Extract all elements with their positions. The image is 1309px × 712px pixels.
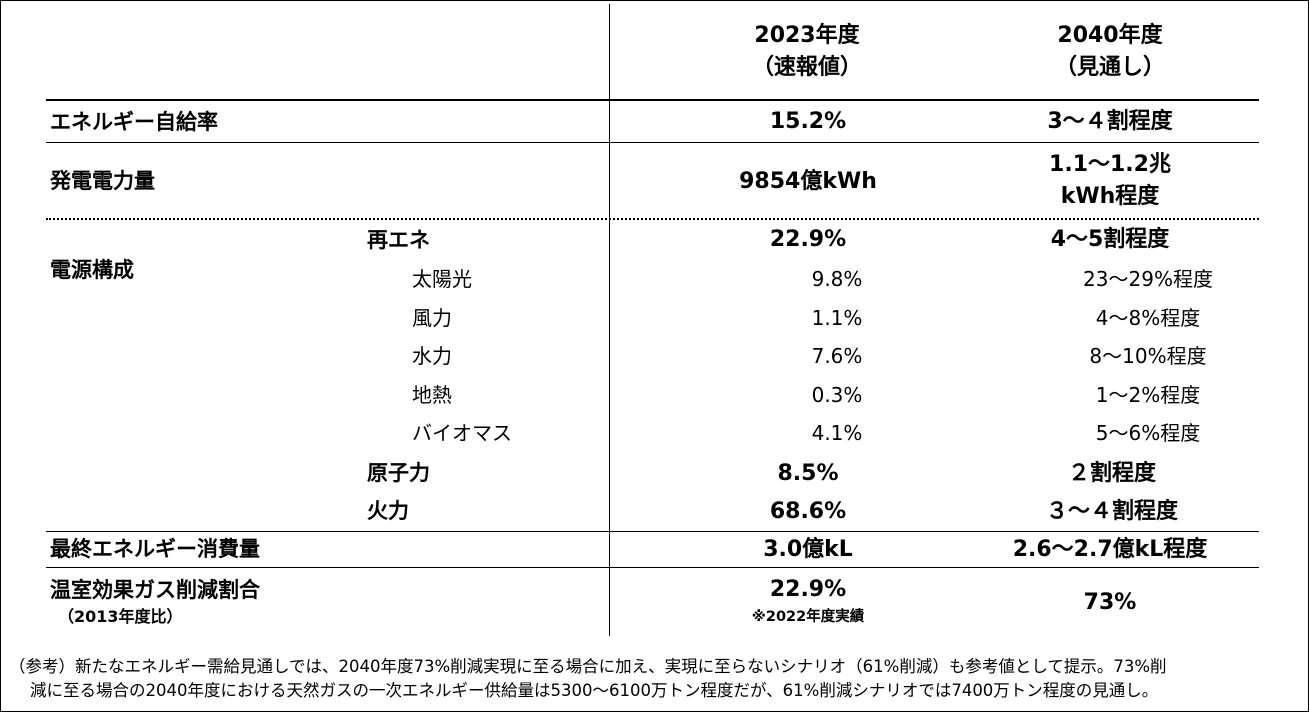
- mix-label-geothermal: 地熱: [412, 383, 452, 407]
- row-label-final-consumption: 最終エネルギー消費量: [50, 537, 260, 561]
- mix-2040-thermal: ３～４割程度: [1045, 499, 1179, 524]
- value-2023-ghg-note: ※2022年度実績: [751, 609, 865, 625]
- mix-2040-biomass: 5～6%程度: [1095, 421, 1201, 445]
- mix-2023-hydro: 7.6%: [811, 344, 863, 368]
- row-divider: [46, 567, 1259, 568]
- mix-2040-wind: 4～8%程度: [1095, 306, 1201, 330]
- mix-label-solar: 太陽光: [412, 267, 472, 291]
- row-label-self-sufficiency: エネルギー自給率: [50, 110, 218, 134]
- value-2040-final-consumption: 2.6～2.7億kL程度: [1012, 537, 1208, 562]
- header-2023-note: （速報値）: [751, 55, 863, 80]
- footnote-line-1: （参考）新たなエネルギー需給見通しでは、2040年度73%削減実現に至る場合に加…: [9, 657, 1167, 676]
- mix-label-biomass: バイオマス: [412, 421, 512, 445]
- mix-2040-solar: 23～29%程度: [1083, 267, 1213, 291]
- header-2023-year: 2023年度: [754, 23, 860, 48]
- mix-2023-biomass: 4.1%: [811, 421, 863, 445]
- column-divider: [609, 4, 610, 636]
- value-2040-self-sufficiency: 3～４割程度: [1047, 109, 1173, 134]
- value-2023-generation: 9854億kWh: [739, 169, 877, 194]
- mix-2040-hydro: 8～10%程度: [1089, 344, 1207, 368]
- mix-label-renewables: 再エネ: [367, 228, 430, 252]
- mix-label-hydro: 水力: [412, 344, 452, 368]
- value-2040-ghg-reduction: 73%: [1083, 590, 1137, 615]
- mix-2023-nuclear: 8.5%: [777, 461, 839, 486]
- mix-2023-solar: 9.8%: [811, 267, 863, 291]
- value-2040-generation-line1: 1.1～1.2兆: [1049, 152, 1171, 177]
- value-2023-self-sufficiency: 15.2%: [769, 109, 847, 134]
- row-divider: [46, 142, 1259, 143]
- row-divider: [46, 531, 1259, 532]
- row-label-ghg-reduction: 温室効果ガス削減割合: [50, 578, 260, 602]
- value-2023-ghg-reduction: 22.9%: [769, 577, 847, 602]
- mix-2023-wind: 1.1%: [811, 306, 863, 330]
- mix-2040-renewables: 4～5割程度: [1050, 227, 1170, 252]
- footnote-line-2: 減に至る場合の2040年度における天然ガスの一次エネルギー供給量は5300～61…: [30, 681, 1159, 700]
- header-2040-year: 2040年度: [1057, 23, 1163, 48]
- value-2023-final-consumption: 3.0億kL: [763, 537, 853, 562]
- mix-2040-nuclear: ２割程度: [1067, 461, 1157, 486]
- row-label-ghg-basis: （2013年度比）: [58, 607, 183, 626]
- mix-2023-geothermal: 0.3%: [811, 383, 863, 407]
- row-label-generation: 発電電力量: [50, 169, 155, 193]
- mix-2040-geothermal: 1～2%程度: [1095, 383, 1201, 407]
- mix-2023-thermal: 68.6%: [769, 499, 847, 524]
- row-divider-dotted: [46, 218, 1259, 220]
- mix-2023-renewables: 22.9%: [769, 227, 847, 252]
- mix-label-thermal: 火力: [367, 499, 409, 523]
- row-label-power-mix: 電源構成: [50, 258, 134, 282]
- header-divider: [46, 99, 1259, 101]
- mix-label-nuclear: 原子力: [367, 461, 430, 485]
- value-2040-generation-line2: kWh程度: [1060, 184, 1160, 209]
- mix-label-wind: 風力: [412, 306, 452, 330]
- header-2040-note: （見通し）: [1054, 55, 1166, 80]
